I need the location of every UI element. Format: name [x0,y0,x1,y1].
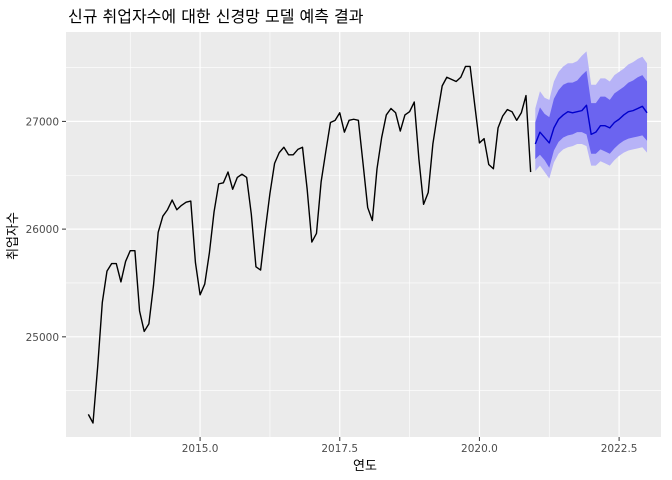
y-tick-label: 27000 [26,116,59,128]
y-tick-label: 25000 [26,332,59,344]
x-axis-title: 연도 [353,459,377,474]
chart-title: 신규 취업자수에 대한 신경망 모델 예측 결과 [68,7,364,26]
band-80 [535,70,648,168]
prediction-intervals [535,51,648,179]
actual-series-line [87,65,532,424]
x-tick-label: 2017.5 [321,443,358,455]
minor-grid [66,32,661,437]
axes: 2015.0 2017.5 2020.0 2022.5 25000 26000 27000 [26,116,638,455]
forecast-series-line [534,104,648,145]
y-axis-title: 취업자수 [6,212,21,260]
x-tick-label: 2022.5 [601,443,638,455]
series-lines [87,65,648,424]
y-tick-label: 26000 [26,224,59,236]
x-tick-label: 2015.0 [182,443,219,455]
major-grid [66,32,661,437]
x-tick-label: 2020.0 [461,443,498,455]
